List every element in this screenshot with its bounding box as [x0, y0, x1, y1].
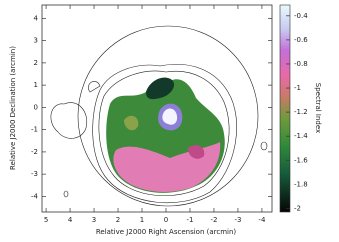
colorbar-tick-label: -1	[294, 84, 301, 92]
y-axis-label: Relative J2000 Declination (arcmin)	[9, 46, 17, 170]
y-tick-label: -4	[31, 192, 39, 200]
colorbar-tick-label: -0.8	[294, 60, 308, 68]
sky-image	[50, 25, 268, 207]
colorbar-tick-label: -0.6	[294, 36, 308, 44]
y-tick-label: -3	[31, 170, 38, 178]
colorbar-label: Spectral Index	[314, 83, 322, 133]
x-tick-label: -4	[258, 216, 266, 224]
y-tick-label: -2	[31, 148, 38, 156]
y-tick-label: 3	[34, 37, 38, 45]
colorbar-tick-label: -1.8	[294, 180, 308, 188]
colorbar-tick-label: -1.2	[294, 108, 308, 116]
colorbar-tick-label: -1.4	[294, 132, 308, 140]
colorbar-tick-label: -2	[294, 204, 301, 212]
x-tick-label: 0	[164, 216, 168, 224]
x-tick-label: 5	[44, 216, 48, 224]
y-tick-label: 4	[34, 14, 39, 22]
x-tick-label: -1	[186, 216, 193, 224]
colorbar-tick-label: -1.6	[294, 156, 308, 164]
y-tick-label: 2	[34, 59, 38, 67]
y-tick-label: 0	[34, 103, 38, 111]
y-tick-label: 1	[34, 81, 38, 89]
x-axis-label: Relative J2000 Right Ascension (arcmin)	[96, 228, 237, 236]
x-tick-label: 4	[68, 216, 73, 224]
x-tick-label: -3	[234, 216, 241, 224]
x-tick-label: 3	[92, 216, 96, 224]
x-tick-label: 1	[140, 216, 144, 224]
x-tick-label: 2	[116, 216, 120, 224]
x-tick-label: -2	[210, 216, 217, 224]
y-tick-label: -1	[31, 126, 38, 134]
colorbar	[279, 4, 291, 213]
colorbar-tick-label: -0.4	[294, 12, 308, 20]
